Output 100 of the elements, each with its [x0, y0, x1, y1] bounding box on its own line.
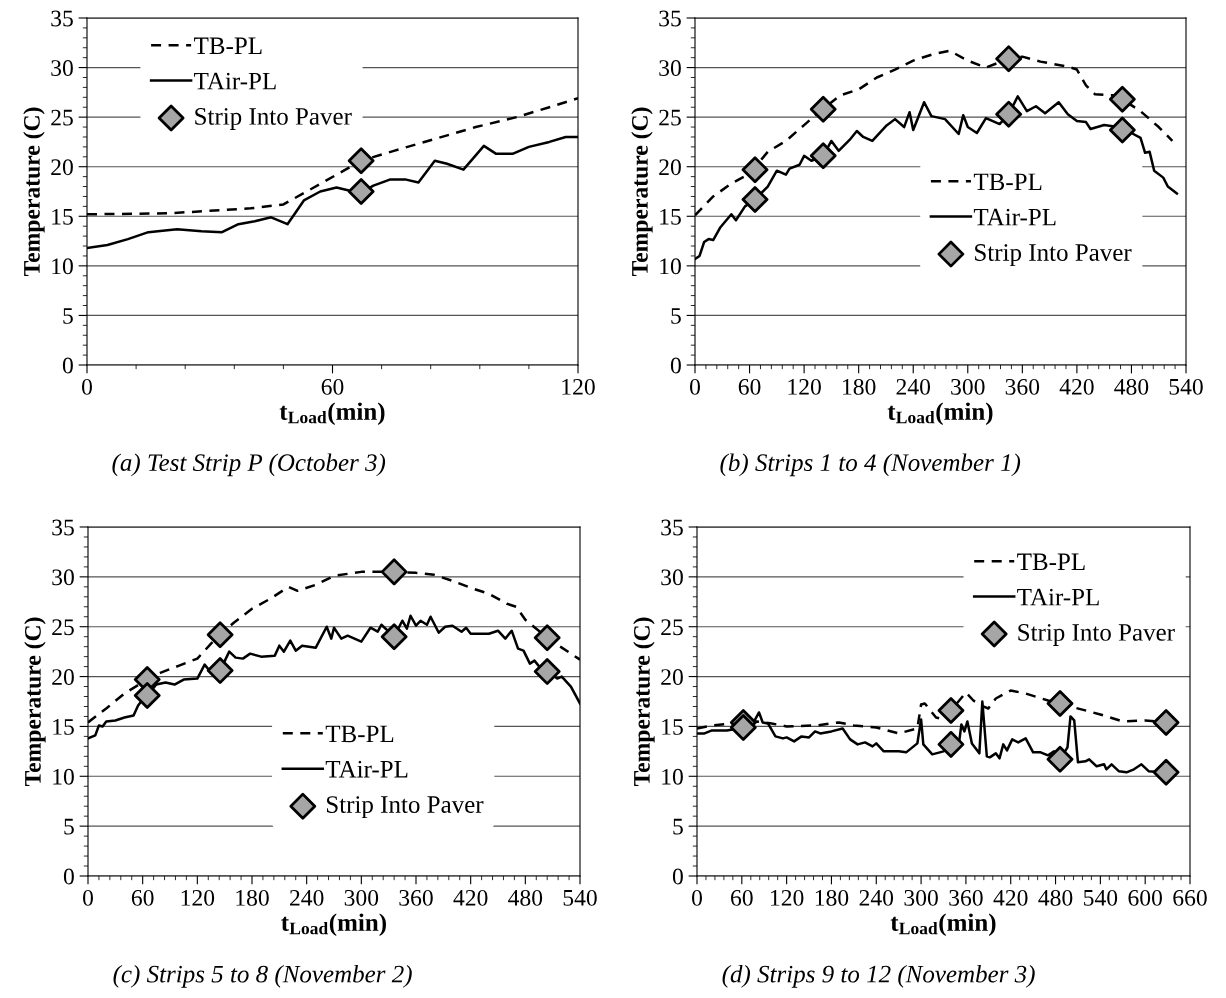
y-tick-label: 35 [52, 519, 74, 536]
y-tick-label: 25 [661, 619, 683, 636]
text: (d) Strips 9 to 12 (November 3) [722, 965, 1035, 988]
y-axis-title: Temperature (C) [631, 107, 653, 277]
legend-label: TB-PL [1017, 553, 1085, 571]
y-tick-label: 15 [660, 208, 681, 225]
point [741, 156, 769, 184]
x-tick-label: 360 [1005, 378, 1040, 395]
y-tick-label: 0 [672, 868, 683, 885]
point [133, 682, 161, 709]
y-axis-title: Temperature (C) [24, 617, 46, 787]
x-tick-label: 120 [788, 378, 821, 395]
point [995, 100, 1023, 128]
x-tick-label: 480 [1038, 889, 1073, 906]
point [937, 730, 965, 758]
point [1108, 85, 1136, 113]
y-tick-label: 30 [661, 569, 683, 586]
legend-label: Strip Into Paver [975, 244, 1132, 266]
y-tick-label: 25 [659, 109, 681, 126]
y-tick-label: 10 [53, 768, 74, 785]
y-tick-label: 20 [661, 669, 683, 685]
y-tick-label: 15 [53, 719, 74, 735]
legend-label: TAir-PL [973, 208, 1056, 226]
point [206, 621, 234, 649]
legend-label: TB-PL [325, 725, 394, 743]
legend-label: TAir-PL [194, 72, 276, 90]
y-tick-label: 5 [63, 308, 73, 324]
point [533, 624, 561, 652]
y-tick-label: 0 [670, 357, 681, 374]
x-axis-title: t$_{Load}$(min) [281, 913, 386, 937]
point [533, 658, 561, 685]
point [1046, 690, 1074, 717]
x-axis-title: t$_{Load}$(min) [890, 913, 996, 937]
x-tick-label: 420 [993, 889, 1028, 906]
point [1046, 745, 1074, 773]
point [741, 186, 769, 213]
x-tick-label: 120 [181, 889, 215, 906]
x-tick-label: 300 [904, 889, 938, 906]
x-tick-label: 0 [692, 889, 702, 906]
point [1152, 709, 1180, 736]
y-tick-label: 25 [51, 109, 73, 126]
x-tick-label: 540 [1169, 378, 1203, 395]
point [809, 142, 837, 170]
x-tick-label: 420 [1059, 378, 1094, 395]
legend-label: Strip Into Paver [195, 108, 352, 130]
y-tick-label: 35 [659, 10, 681, 27]
point [1152, 758, 1180, 786]
y-tick-label: 5 [671, 308, 681, 324]
y-tick-label: 10 [52, 258, 73, 275]
legend-label: TB-PL [973, 173, 1042, 191]
x-tick-label: 420 [453, 889, 488, 906]
x-tick-label: 480 [508, 889, 543, 906]
x-tick-label: 120 [771, 889, 804, 906]
point [206, 657, 234, 685]
legend-label: Strip Into Paver [326, 796, 484, 819]
legend-label: TAir-PL [325, 760, 408, 778]
x-tick-label: 180 [236, 889, 269, 906]
y-tick-label: 0 [62, 357, 73, 374]
point [809, 95, 837, 123]
y-tick-label: 20 [659, 159, 681, 176]
x-tick-label: 0 [82, 378, 92, 395]
legend-label: Strip Into Paver [1018, 624, 1175, 646]
y-tick-label: 30 [52, 569, 74, 586]
x-tick-label: 360 [399, 889, 433, 906]
x-tick-label: 240 [290, 889, 324, 906]
point [380, 623, 408, 651]
y-tick-label: 5 [64, 818, 74, 835]
x-tick-label: 660 [1173, 889, 1207, 906]
point [380, 558, 408, 586]
x-tick-label: 540 [1084, 889, 1118, 906]
point [1108, 116, 1136, 144]
point [995, 45, 1023, 73]
text: (a) Test Strip P (October 3) [112, 453, 386, 477]
x-tick-label: 480 [1114, 378, 1149, 395]
x-tick-label: 60 [738, 378, 761, 395]
x-tick-label: 60 [131, 889, 154, 906]
x-tick-label: 240 [896, 378, 931, 395]
x-tick-label: 0 [83, 889, 93, 906]
x-tick-label: 60 [731, 889, 753, 906]
y-tick-label: 0 [63, 868, 74, 885]
x-tick-label: 300 [344, 889, 379, 906]
x-tick-label: 120 [562, 378, 595, 395]
text: (c) Strips 5 to 8 (November 2) [113, 965, 412, 988]
y-tick-label: 30 [659, 60, 681, 76]
y-tick-label: 15 [662, 719, 683, 735]
x-tick-label: 0 [690, 378, 700, 395]
y-tick-label: 35 [661, 519, 683, 536]
x-tick-label: 360 [949, 889, 983, 906]
x-axis-title: t$_{Load}$(min) [887, 402, 993, 426]
x-tick-label: 180 [843, 378, 876, 395]
y-tick-label: 20 [51, 159, 73, 176]
y-tick-label: 10 [662, 768, 683, 785]
y-tick-label: 20 [52, 669, 74, 685]
point [937, 697, 965, 724]
x-tick-label: 600 [1128, 889, 1162, 906]
legend-label: TB-PL [194, 37, 262, 55]
x-axis-title: t$_{Load}$(min) [279, 402, 385, 426]
y-tick-label: 35 [51, 10, 73, 27]
y-tick-label: 25 [52, 619, 74, 636]
x-tick-label: 240 [859, 889, 894, 906]
